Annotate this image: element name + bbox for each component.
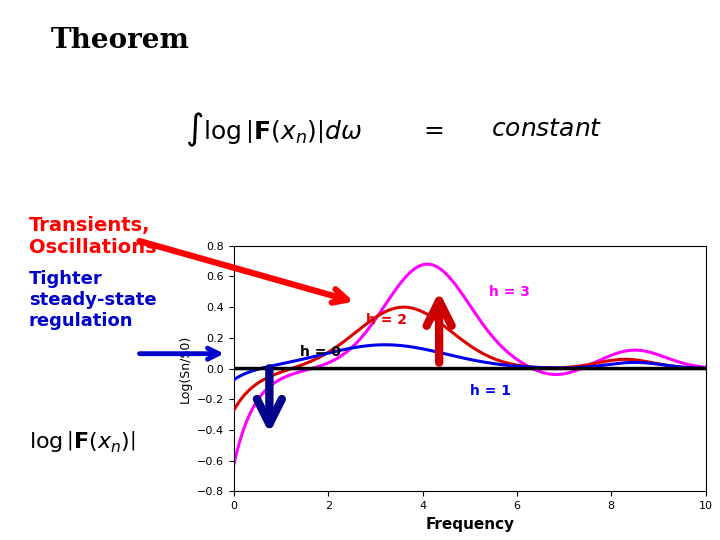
- Y-axis label: Log(Sn/S0): Log(Sn/S0): [179, 334, 192, 403]
- Text: $\mathit{constant}$: $\mathit{constant}$: [492, 118, 603, 141]
- Text: Theorem: Theorem: [50, 27, 189, 54]
- Text: $\log\left|\mathbf{F}(x_n)\right|$: $\log\left|\mathbf{F}(x_n)\right|$: [29, 430, 135, 455]
- Text: $\int \log\left|\mathbf{F}(x_n)\right|d\omega$: $\int \log\left|\mathbf{F}(x_n)\right|d\…: [185, 111, 362, 148]
- Text: h = 0: h = 0: [300, 346, 341, 359]
- Text: h = 2: h = 2: [366, 313, 407, 327]
- Text: h = 3: h = 3: [489, 285, 529, 299]
- Text: h = 1: h = 1: [470, 384, 510, 398]
- X-axis label: Frequency: Frequency: [426, 517, 514, 532]
- Text: Tighter
steady-state
regulation: Tighter steady-state regulation: [29, 270, 156, 329]
- Text: Transients,
Oscillations: Transients, Oscillations: [29, 216, 156, 257]
- Text: $=$: $=$: [420, 118, 444, 141]
